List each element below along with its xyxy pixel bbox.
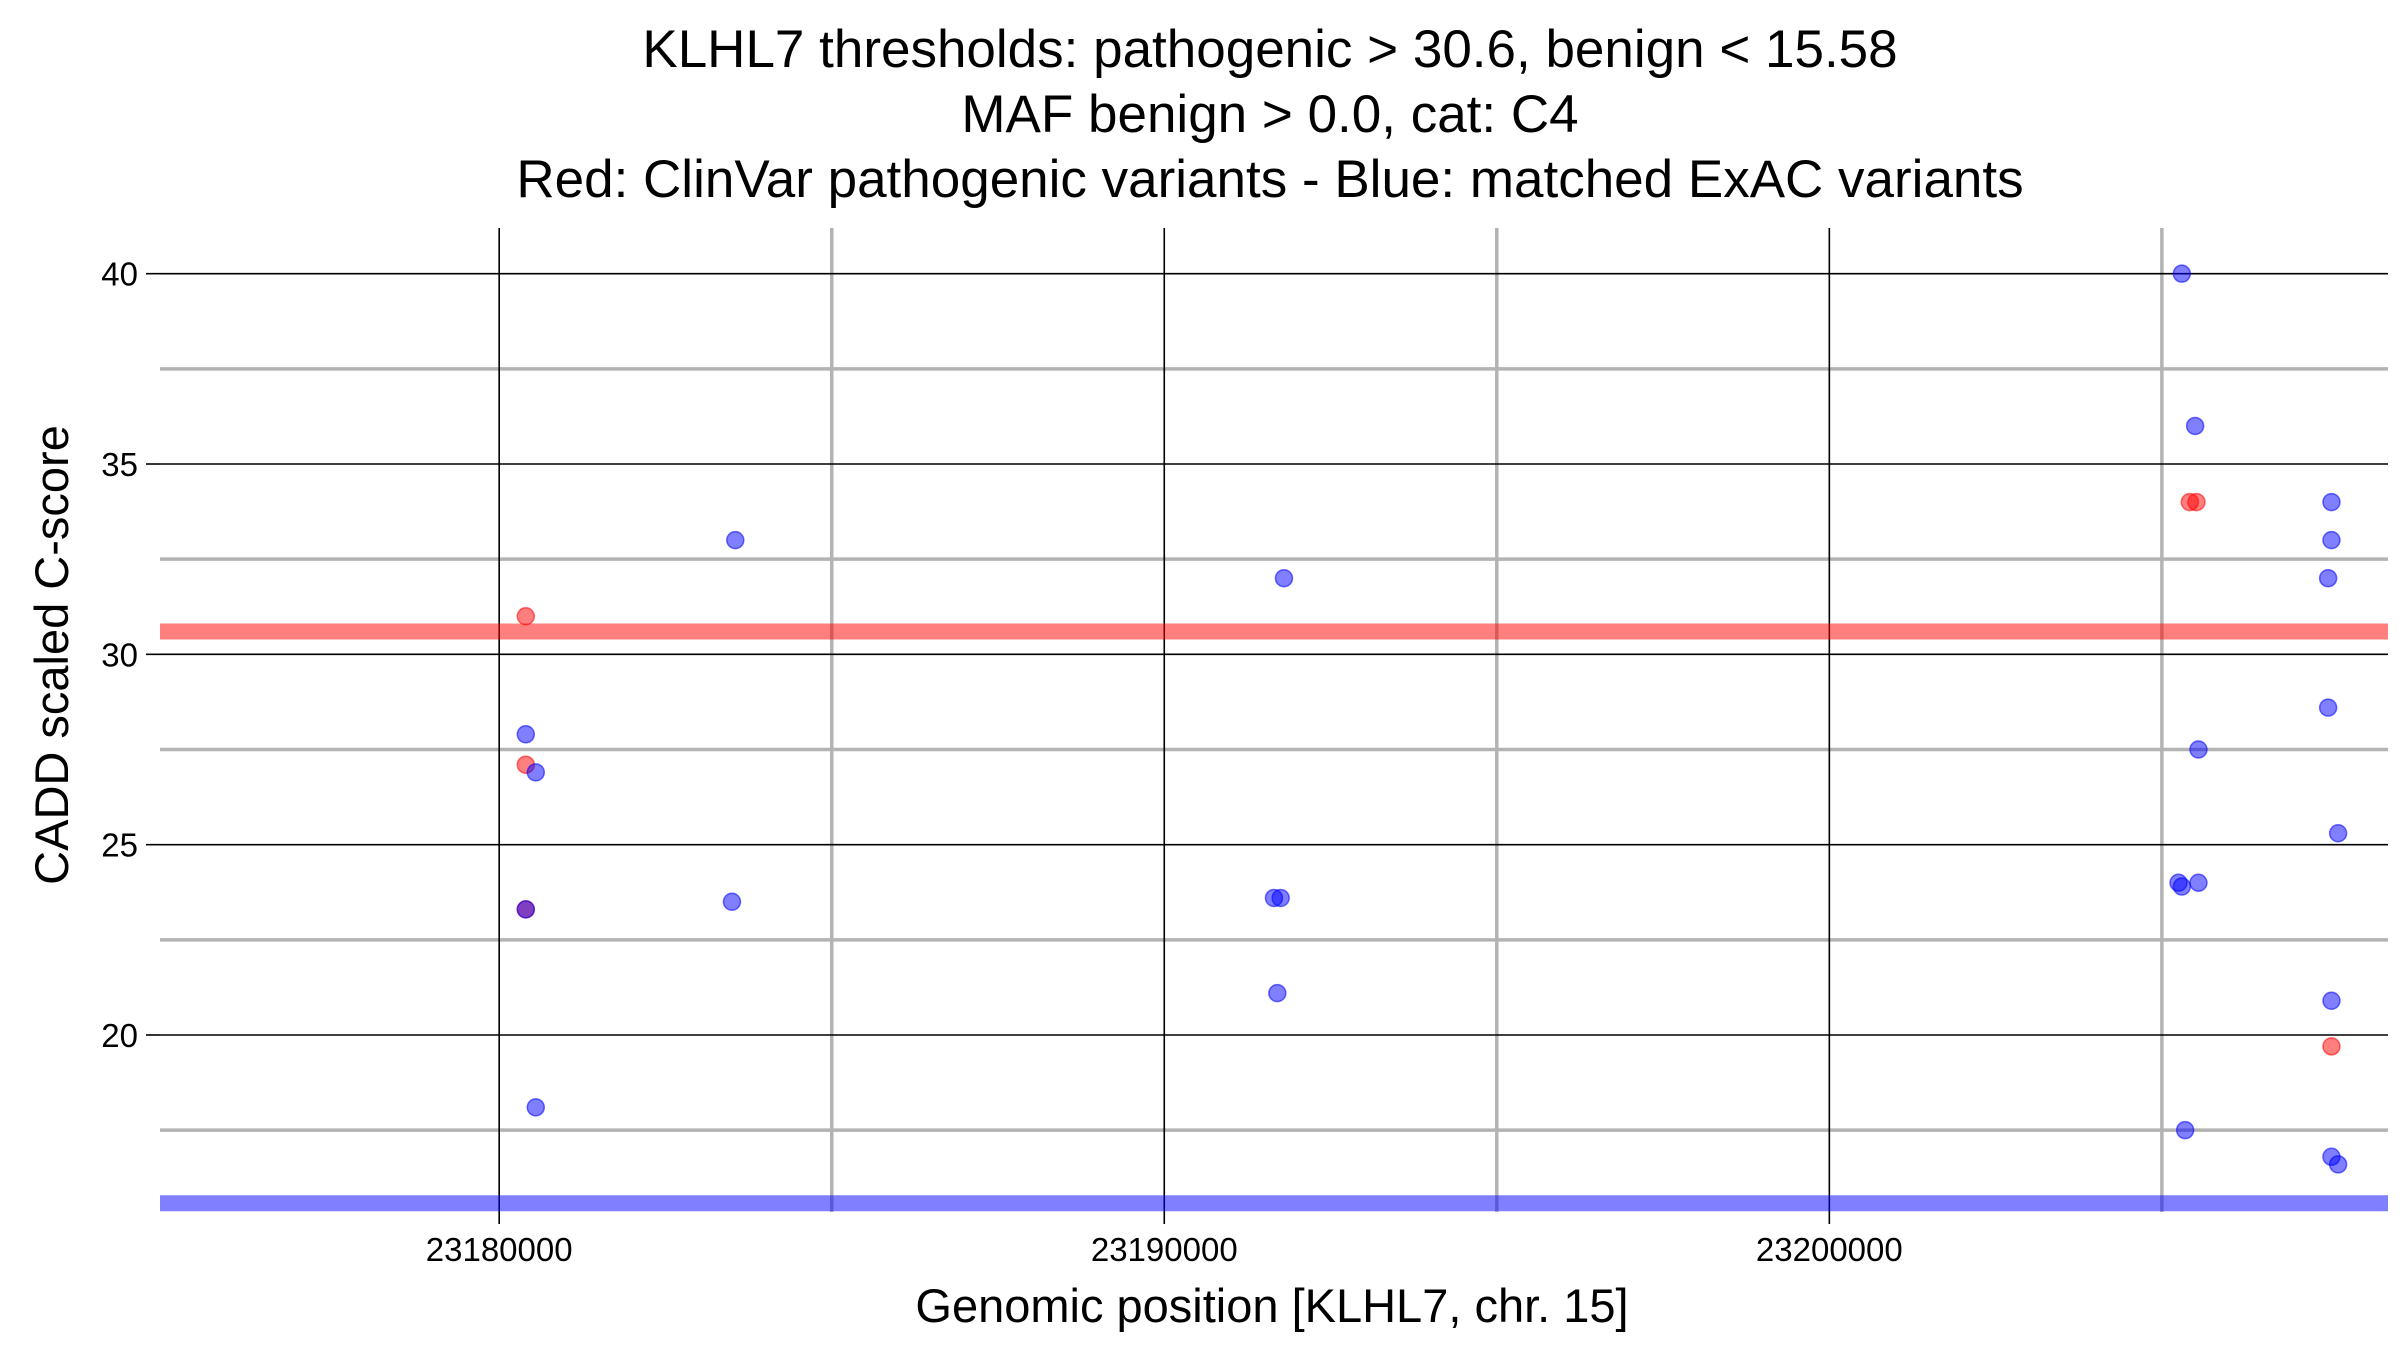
y-tick-label-4: 40 — [101, 256, 138, 293]
data-point-s1-3 — [526, 1098, 546, 1117]
data-point-s1-4 — [726, 530, 745, 550]
data-point-s1-12 — [2189, 740, 2208, 759]
chart-title: KLHL7 thresholds: pathogenic > 30.6, ben… — [516, 20, 2023, 209]
data-point-s1-11 — [2185, 416, 2205, 436]
data-point-s0-4 — [2187, 492, 2206, 512]
data-point-s1-5 — [722, 892, 742, 912]
data-point-s1-22 — [2322, 991, 2341, 1010]
y-tick-label-0: 20 — [101, 1017, 138, 1054]
data-point-s1-2 — [516, 900, 536, 919]
chart-title-line-3: Red: ClinVar pathogenic variants - Blue:… — [516, 150, 2023, 209]
data-points — [516, 264, 2348, 1174]
data-point-s1-6 — [1274, 568, 1294, 588]
data-point-s1-16 — [2175, 1120, 2195, 1140]
data-point-s1-8 — [1271, 888, 1290, 908]
x-axis-ticks: 23180000 23190000 23200000 — [426, 1212, 1903, 1268]
data-point-s1-14 — [2172, 877, 2192, 896]
y-tick-label-2: 30 — [101, 636, 138, 673]
minor-gridlines — [160, 228, 2388, 1212]
data-point-s1-20 — [2318, 698, 2338, 717]
data-point-s1-24 — [2328, 1155, 2348, 1174]
data-point-s1-21 — [2328, 823, 2348, 843]
x-tick-label-0: 23180000 — [426, 1231, 573, 1268]
x-tick-label-2: 23200000 — [1756, 1231, 1903, 1268]
chart-title-line-1: KLHL7 thresholds: pathogenic > 30.6, ben… — [642, 20, 1897, 79]
data-point-s1-19 — [2318, 568, 2338, 588]
y-axis-label: CADD scaled C-score — [25, 425, 78, 885]
major-gridlines — [160, 228, 2388, 1212]
data-point-s1-17 — [2322, 492, 2341, 512]
data-point-s1-15 — [2189, 873, 2208, 892]
threshold-lines — [160, 623, 2388, 1212]
x-tick-label-1: 23190000 — [1091, 1231, 1238, 1268]
data-point-s1-10 — [2172, 264, 2192, 283]
x-axis-label: Genomic position [KLHL7, chr. 15] — [915, 1279, 1628, 1332]
chart-title-line-2: MAF benign > 0.0, cat: C4 — [961, 85, 1578, 144]
data-point-s0-5 — [2322, 1037, 2341, 1056]
data-point-s1-9 — [1268, 983, 1287, 1003]
data-point-s0-0 — [516, 607, 536, 626]
y-tick-label-1: 25 — [101, 827, 138, 864]
y-axis-ticks: 20 25 30 35 40 — [101, 256, 160, 1054]
data-point-s1-0 — [516, 725, 536, 744]
data-point-s1-18 — [2322, 530, 2341, 550]
data-point-s1-1 — [526, 763, 546, 782]
y-tick-label-3: 35 — [101, 446, 138, 483]
